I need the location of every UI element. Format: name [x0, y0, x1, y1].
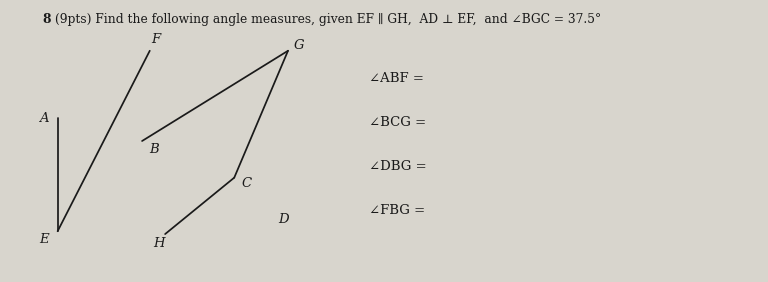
Text: H: H — [154, 237, 164, 250]
Text: ∠FBG =: ∠FBG = — [369, 204, 425, 217]
Text: ∠ABF =: ∠ABF = — [369, 72, 423, 85]
Text: 8: 8 — [42, 13, 51, 26]
Text: A: A — [39, 112, 48, 125]
Text: E: E — [39, 233, 48, 246]
Text: ∠BCG =: ∠BCG = — [369, 116, 425, 129]
Text: G: G — [293, 39, 304, 52]
Text: C: C — [241, 177, 252, 190]
Text: D: D — [278, 213, 289, 226]
Text: B: B — [149, 143, 158, 156]
Text: (9pts) Find the following angle measures, given EF ∥ GH,  AD ⊥ EF,  and ∠BGC = 3: (9pts) Find the following angle measures… — [51, 13, 601, 26]
Text: F: F — [151, 33, 161, 46]
Text: ∠DBG =: ∠DBG = — [369, 160, 426, 173]
